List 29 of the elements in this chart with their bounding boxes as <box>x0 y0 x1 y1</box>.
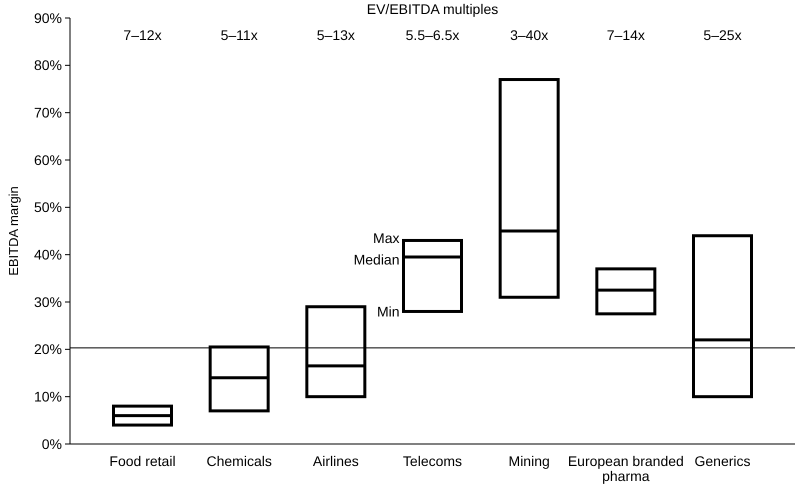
annotation: Max <box>373 230 400 246</box>
annotation: 3–40x <box>510 27 548 43</box>
y-tick-label: 50% <box>34 199 62 216</box>
y-tick-label: 60% <box>34 152 62 168</box>
x-tick-label: Telecoms <box>402 453 462 469</box>
x-tick-label: Food retail <box>109 453 176 469</box>
y-tick-label: 80% <box>34 57 62 74</box>
x-tick-label: Chemicals <box>206 453 272 469</box>
y-tick-label: 40% <box>34 246 62 263</box>
y-axis-title: EBITDA margin <box>6 186 21 276</box>
annotation: 5–11x <box>220 27 258 43</box>
x-tick-label: Airlines <box>312 453 359 469</box>
y-tick-label: 20% <box>34 341 62 358</box>
annotation: 7–12x <box>123 27 162 43</box>
y-tick-label: 10% <box>34 388 62 405</box>
annotation: 5–13x <box>316 27 355 43</box>
x-tick-label: Mining <box>508 453 550 469</box>
annotation: 7–14x <box>606 27 645 43</box>
x-tick-label: Generics <box>694 453 751 469</box>
annotation: Median <box>354 251 400 268</box>
y-tick-label: 90% <box>34 10 62 26</box>
y-tick-label: 70% <box>34 104 62 121</box>
y-tick-label: 0% <box>42 436 62 452</box>
y-tick-label: 30% <box>34 294 62 310</box>
annotation: 5–25x <box>703 27 742 43</box>
text: EV/EBITDA multiples <box>366 1 498 17</box>
annotation: 5.5–6.5x <box>406 27 460 43</box>
annotation: Min <box>376 303 400 320</box>
x-tick-label: European branded pharma <box>568 453 684 484</box>
